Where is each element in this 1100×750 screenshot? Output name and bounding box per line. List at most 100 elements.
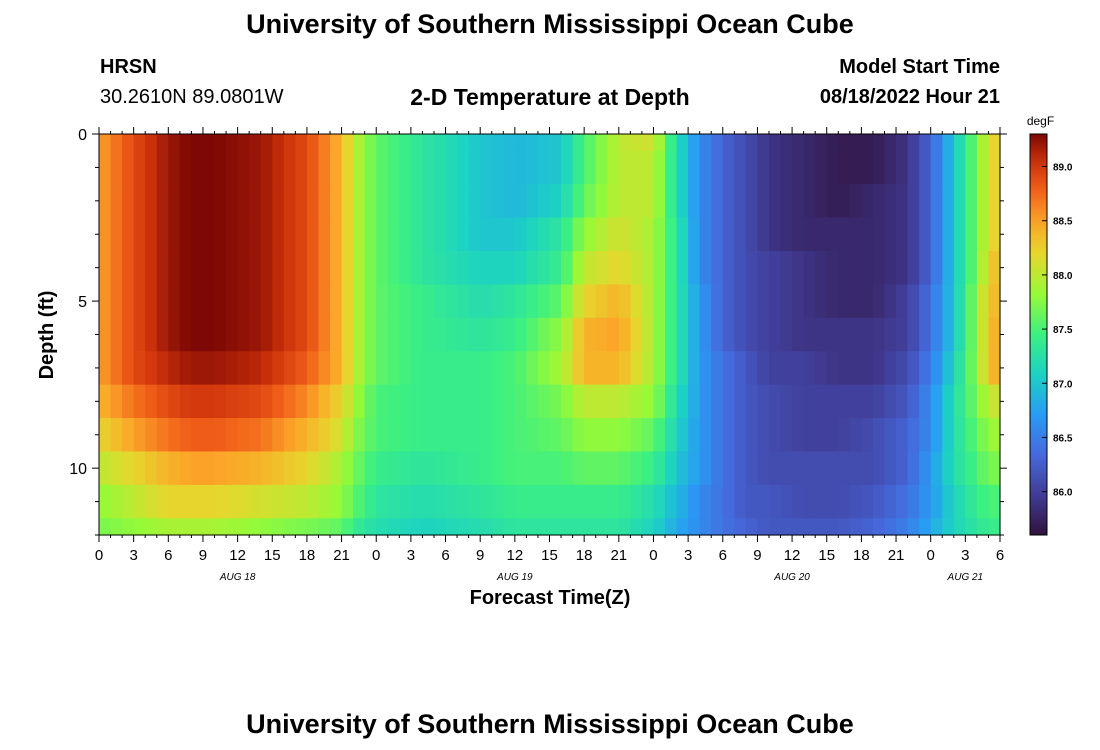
heatmap-cell xyxy=(584,484,597,519)
heatmap-cell xyxy=(919,250,932,285)
heatmap-cell xyxy=(688,484,701,519)
heatmap-cell xyxy=(179,284,193,319)
heatmap-cell xyxy=(849,351,862,386)
heatmap-cell xyxy=(595,284,608,319)
colorbar-tick-label: 88.5 xyxy=(1053,217,1073,228)
model-start-label: Model Start Time xyxy=(839,56,1000,78)
x-tick-label: 9 xyxy=(476,547,484,564)
heatmap-cell xyxy=(226,150,239,185)
heatmap-cell xyxy=(965,250,978,285)
heatmap-cell xyxy=(514,484,527,519)
heatmap-cell xyxy=(422,217,435,252)
heatmap-cell xyxy=(792,284,805,319)
heatmap-cell xyxy=(295,184,308,219)
heatmap-cell xyxy=(838,250,851,285)
heatmap-cell xyxy=(214,484,227,519)
heatmap-cell xyxy=(780,134,793,152)
heatmap-cell xyxy=(468,384,481,419)
heatmap-cell xyxy=(503,250,516,285)
heatmap-cell xyxy=(965,418,978,453)
heatmap-cell xyxy=(433,284,447,319)
heatmap-cell xyxy=(376,284,389,319)
heatmap-cell xyxy=(699,150,712,185)
heatmap-cell xyxy=(826,217,839,252)
heatmap-cell xyxy=(838,518,851,536)
heatmap-cell xyxy=(607,134,620,152)
page-title: University of Southern Mississippi Ocean… xyxy=(246,9,854,39)
heatmap-cell xyxy=(549,217,562,252)
heatmap-cell xyxy=(953,317,966,352)
colorbar-tick-label: 89.0 xyxy=(1053,163,1073,174)
heatmap-cell xyxy=(665,518,678,536)
heatmap-cell xyxy=(168,284,181,319)
heatmap-cell xyxy=(561,284,574,319)
heatmap-cell xyxy=(353,418,366,453)
heatmap-cell xyxy=(826,384,839,419)
heatmap-cell xyxy=(699,484,712,519)
heatmap-cell xyxy=(433,317,447,352)
heatmap-cell xyxy=(399,418,412,453)
heatmap-cell xyxy=(561,150,574,185)
heatmap-cell xyxy=(433,134,447,152)
x-tick-label: 9 xyxy=(199,547,207,564)
heatmap-cell xyxy=(688,134,701,152)
heatmap-cell xyxy=(306,150,320,185)
heatmap-cell xyxy=(953,217,966,252)
heatmap-cell xyxy=(792,317,805,352)
heatmap-cell xyxy=(99,184,112,219)
heatmap-cell xyxy=(306,384,320,419)
heatmap-cell xyxy=(618,134,631,152)
heatmap-cell xyxy=(249,284,262,319)
heatmap-cell xyxy=(145,184,158,219)
heatmap-cell xyxy=(711,351,724,386)
heatmap-cell xyxy=(353,518,366,536)
heatmap-cell xyxy=(503,384,516,419)
heatmap-cell xyxy=(422,134,435,152)
heatmap-cell xyxy=(803,351,816,386)
x-tick-label: 0 xyxy=(927,547,935,564)
heatmap-cell xyxy=(618,418,631,453)
heatmap-cell xyxy=(965,150,978,185)
colorbar-tick-label: 86.5 xyxy=(1053,433,1073,444)
heatmap-cell xyxy=(630,451,643,486)
heatmap-cell xyxy=(838,217,851,252)
heatmap-cell xyxy=(584,184,597,219)
heatmap-cell xyxy=(988,317,1001,352)
x-tick-label: 12 xyxy=(229,547,246,564)
heatmap-cell xyxy=(330,134,343,152)
heatmap-cell xyxy=(595,184,608,219)
heatmap-cell xyxy=(711,418,724,453)
heatmap-cell xyxy=(653,451,666,486)
heatmap-cell xyxy=(607,284,620,319)
heatmap-cell xyxy=(272,134,285,152)
heatmap-cell xyxy=(260,134,273,152)
heatmap-cell xyxy=(976,150,990,185)
x-tick-label: 3 xyxy=(684,547,692,564)
heatmap-cell xyxy=(641,384,655,419)
heatmap-cell xyxy=(896,184,909,219)
x-tick-label: 9 xyxy=(753,547,761,564)
heatmap-cell xyxy=(433,484,447,519)
heatmap-cell xyxy=(364,284,377,319)
heatmap-cell xyxy=(826,351,839,386)
heatmap-cell xyxy=(549,184,562,219)
heatmap-cell xyxy=(514,217,527,252)
heatmap-cell xyxy=(387,250,400,285)
heatmap-cell xyxy=(595,518,608,536)
heatmap-cell xyxy=(364,384,377,419)
heatmap-cell xyxy=(907,451,920,486)
heatmap-cell xyxy=(480,451,493,486)
heatmap-cell xyxy=(364,418,377,453)
heatmap-cell xyxy=(445,134,458,152)
heatmap-cell xyxy=(99,317,112,352)
heatmap-cell xyxy=(514,317,527,352)
heatmap-cell xyxy=(133,484,146,519)
heatmap-cell xyxy=(711,150,724,185)
heatmap-cell xyxy=(792,184,805,219)
heatmap-cell xyxy=(988,184,1001,219)
heatmap-cell xyxy=(133,351,146,386)
x-tick-label: 3 xyxy=(407,547,415,564)
heatmap-cell xyxy=(988,451,1001,486)
heatmap-cell xyxy=(561,134,574,152)
heatmap-cell xyxy=(849,284,862,319)
